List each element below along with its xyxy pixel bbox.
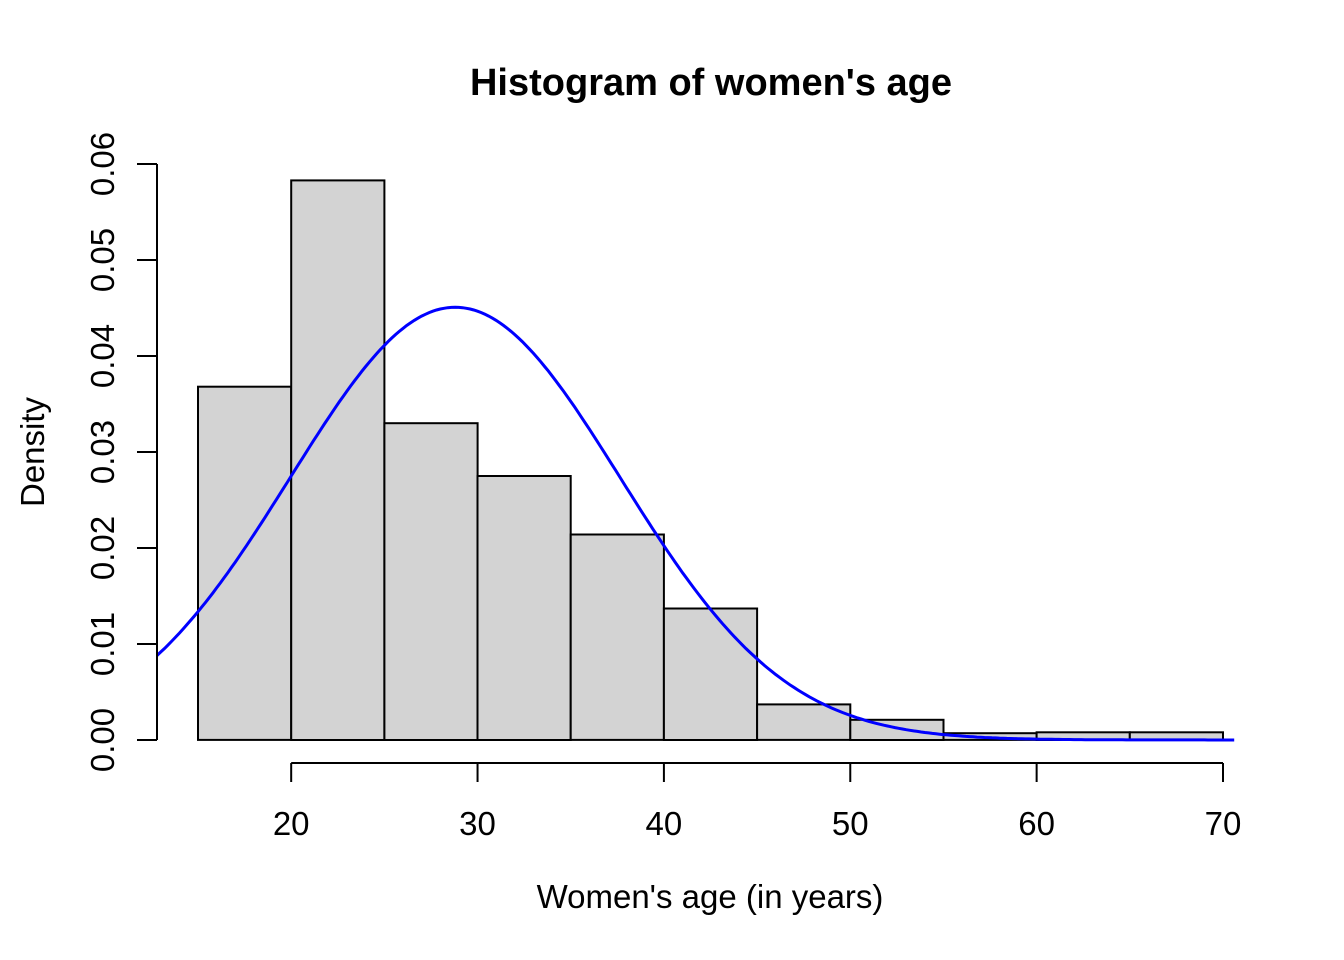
y-tick-label: 0.02 [84, 516, 121, 580]
x-tick-label: 40 [646, 805, 683, 842]
y-axis: 0.00 0.01 0.02 0.03 0.04 0.05 0.06 [84, 132, 158, 772]
histogram-bar [290, 179, 386, 741]
y-tick-label: 0.05 [84, 228, 121, 292]
x-tick-label: 20 [273, 805, 310, 842]
x-axis: 20 30 40 50 60 70 [273, 762, 1242, 842]
y-tick-label: 0.03 [84, 420, 121, 484]
histogram-bar [476, 475, 572, 741]
x-axis-label: Women's age (in years) [537, 878, 884, 915]
x-tick-label: 70 [1205, 805, 1242, 842]
histogram-bars [197, 179, 1225, 741]
x-tick-label: 30 [459, 805, 496, 842]
plot-title: Histogram of women's age [470, 62, 952, 104]
histogram-bar [569, 533, 665, 741]
histogram-bar [197, 385, 293, 741]
y-tick-label: 0.01 [84, 612, 121, 676]
y-axis-label: Density [14, 396, 51, 507]
y-tick-label: 0.00 [84, 708, 121, 772]
y-tick-label: 0.04 [84, 324, 121, 388]
x-tick-label: 50 [832, 805, 869, 842]
histogram-bar [383, 422, 479, 741]
histogram-bar [662, 607, 759, 741]
density-curve [155, 305, 1235, 742]
histogram-bar [849, 718, 945, 741]
y-tick-label: 0.06 [84, 132, 121, 196]
x-tick-label: 60 [1018, 805, 1055, 842]
